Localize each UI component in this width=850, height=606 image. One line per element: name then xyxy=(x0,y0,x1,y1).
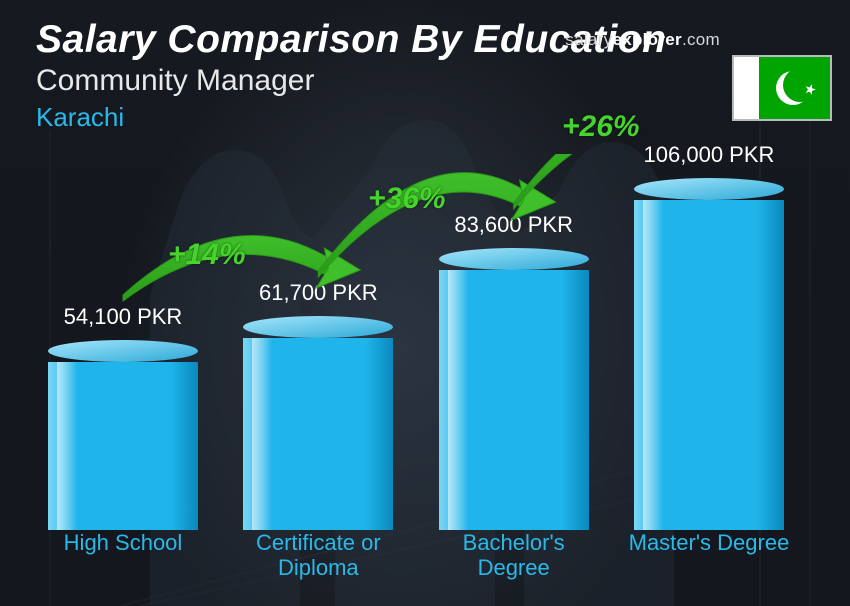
bar-value: 83,600 PKR xyxy=(454,212,573,238)
bar-top-cap xyxy=(439,248,589,270)
flag-field-green: ★ xyxy=(759,57,830,119)
bar-body xyxy=(243,338,393,530)
bar-body xyxy=(48,362,198,530)
bar-top-cap xyxy=(634,178,784,200)
bar-label: High School xyxy=(38,530,208,584)
flag-stripe-white xyxy=(734,57,759,119)
bar-top-cap xyxy=(48,340,198,362)
bar-top-cap xyxy=(243,316,393,338)
bar-group: 54,100 PKR xyxy=(38,304,208,530)
bar xyxy=(439,248,589,530)
bar xyxy=(48,340,198,530)
salary-bar-chart: 54,100 PKR 61,700 PKR 83,600 PKR 106,000… xyxy=(38,154,794,584)
bar-body xyxy=(439,270,589,530)
brand-watermark: salaryexplorer.com xyxy=(565,30,720,50)
delta-percent: +36% xyxy=(368,182,446,216)
bar-group: 83,600 PKR xyxy=(429,212,599,530)
bar-label: Bachelor's Degree xyxy=(429,530,599,584)
bar xyxy=(634,178,784,530)
bar xyxy=(243,316,393,530)
brand-prefix: salary xyxy=(565,30,612,49)
labels-container: High School Certificate or Diploma Bachelo… xyxy=(38,530,794,584)
bar-label: Master's Degree xyxy=(624,530,794,584)
bar-value: 61,700 PKR xyxy=(259,280,378,306)
bar-value: 106,000 PKR xyxy=(644,142,775,168)
bar-label: Certificate or Diploma xyxy=(233,530,403,584)
bar-group: 61,700 PKR xyxy=(233,280,403,530)
brand-suffix: .com xyxy=(682,30,720,49)
subtitle: Community Manager xyxy=(36,64,730,98)
country-flag: ★ xyxy=(732,55,832,121)
bar-body xyxy=(634,200,784,530)
delta-percent: +26% xyxy=(562,110,640,144)
brand-bold: explorer xyxy=(612,30,682,49)
delta-percent: +14% xyxy=(168,238,246,272)
bar-group: 106,000 PKR xyxy=(624,142,794,530)
bar-value: 54,100 PKR xyxy=(64,304,183,330)
